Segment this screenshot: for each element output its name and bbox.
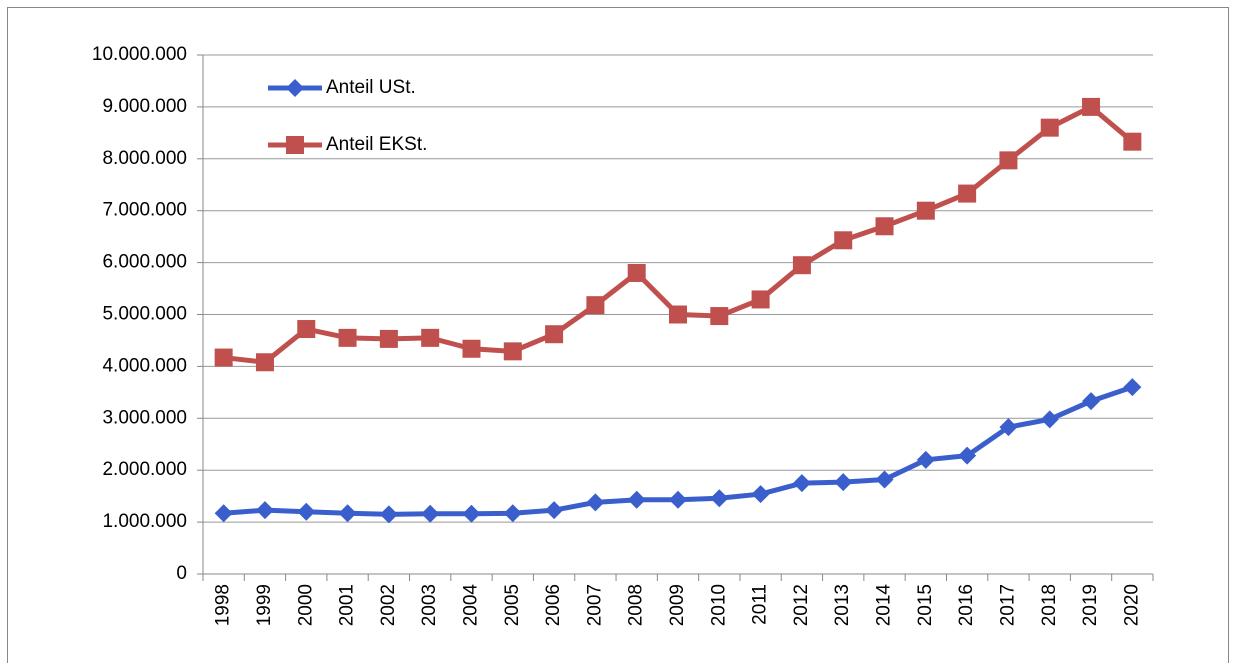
marker bbox=[545, 501, 564, 520]
x-tick-label: 2015 bbox=[915, 584, 936, 626]
x-tick-label: 2001 bbox=[337, 584, 358, 626]
x-tick-label: 2012 bbox=[791, 584, 812, 626]
marker bbox=[834, 473, 853, 492]
marker bbox=[379, 329, 398, 348]
marker bbox=[286, 136, 304, 154]
x-tick-label: 2008 bbox=[626, 584, 647, 626]
x-tick-label: 2002 bbox=[378, 584, 399, 626]
marker bbox=[214, 348, 233, 367]
marker bbox=[916, 201, 935, 220]
marker bbox=[545, 325, 564, 344]
y-tick-label: 0 bbox=[176, 563, 187, 584]
x-tick-label: 2020 bbox=[1121, 584, 1142, 626]
marker bbox=[669, 490, 687, 509]
marker bbox=[875, 470, 894, 489]
marker bbox=[462, 504, 481, 523]
x-tick-label: 2005 bbox=[502, 584, 523, 626]
marker bbox=[999, 151, 1018, 170]
marker bbox=[586, 296, 605, 315]
marker bbox=[627, 263, 646, 282]
marker bbox=[255, 353, 274, 372]
marker bbox=[255, 501, 274, 520]
y-tick-label: 3.000.000 bbox=[102, 407, 187, 428]
y-tick-label: 9.000.000 bbox=[102, 96, 187, 117]
marker bbox=[1123, 378, 1142, 397]
marker bbox=[792, 256, 811, 275]
marker bbox=[999, 418, 1018, 437]
y-tick-label: 5.000.000 bbox=[102, 304, 187, 325]
marker bbox=[1082, 392, 1101, 411]
x-tick-label: 2009 bbox=[667, 584, 688, 626]
marker bbox=[1123, 132, 1142, 151]
y-tick-label: 7.000.000 bbox=[102, 200, 187, 221]
x-tick-label: 1998 bbox=[213, 584, 234, 626]
marker bbox=[421, 504, 440, 523]
marker bbox=[286, 79, 304, 97]
x-tick-label: 2014 bbox=[874, 584, 895, 627]
legend-label: Anteil USt. bbox=[326, 77, 416, 98]
marker bbox=[379, 505, 398, 524]
y-tick-label: 4.000.000 bbox=[102, 355, 187, 376]
y-tick-label: 2.000.000 bbox=[102, 459, 187, 480]
marker bbox=[875, 217, 894, 236]
marker bbox=[916, 450, 935, 469]
x-tick-label: 2013 bbox=[832, 584, 853, 626]
marker bbox=[1040, 118, 1059, 137]
marker bbox=[214, 504, 233, 523]
marker bbox=[958, 184, 977, 203]
marker bbox=[1040, 410, 1059, 429]
marker bbox=[297, 320, 316, 339]
marker bbox=[627, 490, 646, 509]
x-tick-label: 2018 bbox=[1039, 584, 1060, 626]
y-tick-label: 6.000.000 bbox=[102, 252, 187, 273]
marker bbox=[338, 504, 357, 523]
y-tick-label: 8.000.000 bbox=[102, 148, 187, 169]
legend-label: Anteil EKSt. bbox=[326, 134, 427, 155]
marker bbox=[958, 446, 977, 465]
chart-frame bbox=[7, 7, 1229, 663]
marker bbox=[462, 339, 481, 358]
x-tick-label: 2010 bbox=[708, 584, 729, 626]
marker bbox=[669, 305, 687, 324]
x-tick-label: 2011 bbox=[750, 584, 771, 625]
x-tick-label: 2017 bbox=[997, 584, 1018, 626]
x-tick-label: 2007 bbox=[584, 584, 605, 626]
marker bbox=[751, 290, 770, 309]
x-tick-label: 2006 bbox=[543, 584, 564, 626]
marker bbox=[710, 489, 729, 508]
y-tick-label: 10.000.000 bbox=[92, 44, 187, 65]
marker bbox=[586, 493, 605, 512]
marker bbox=[338, 328, 357, 347]
x-tick-label: 2016 bbox=[956, 584, 977, 626]
marker bbox=[297, 502, 316, 521]
marker bbox=[792, 474, 811, 493]
x-tick-label: 1999 bbox=[254, 584, 275, 626]
marker bbox=[503, 342, 522, 361]
x-tick-label: 2003 bbox=[419, 584, 440, 626]
marker bbox=[503, 504, 522, 523]
marker bbox=[710, 307, 729, 326]
x-tick-label: 2000 bbox=[295, 584, 316, 626]
marker bbox=[1082, 97, 1101, 116]
marker bbox=[751, 485, 770, 504]
marker bbox=[421, 328, 440, 347]
x-tick-label: 2004 bbox=[460, 584, 481, 627]
marker bbox=[834, 231, 853, 250]
y-tick-label: 1.000.000 bbox=[102, 511, 187, 532]
x-tick-label: 2019 bbox=[1080, 584, 1101, 626]
